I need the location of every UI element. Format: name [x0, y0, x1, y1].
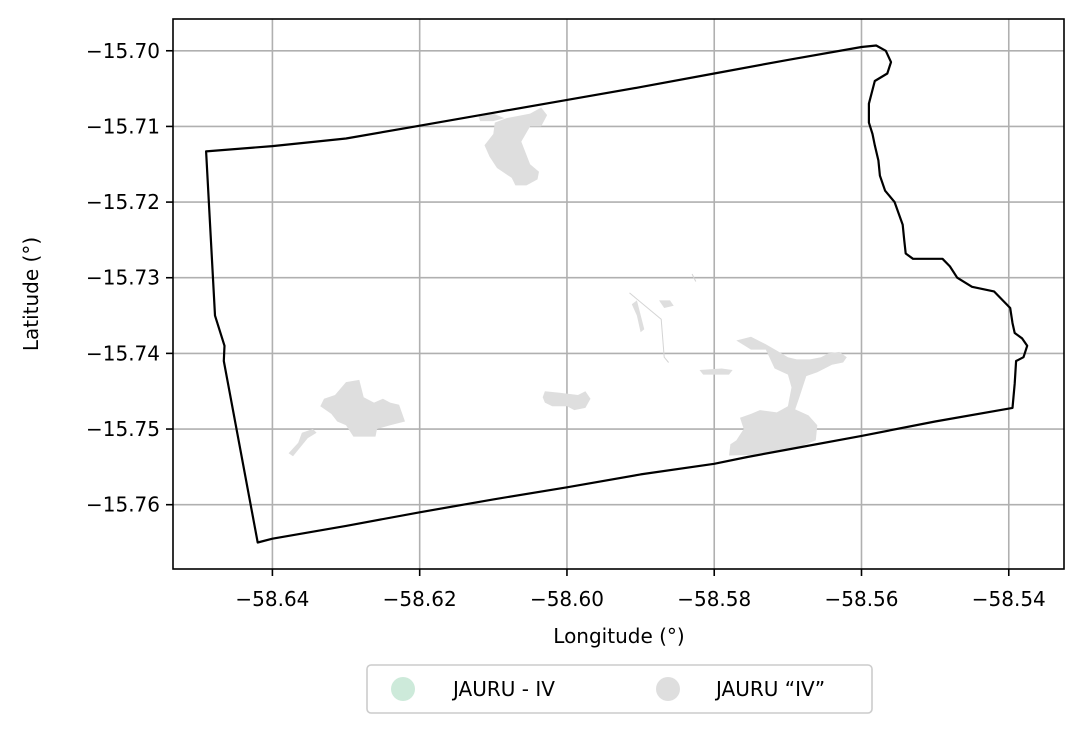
legend-frame: [366, 664, 873, 714]
legend: JAURU - IV JAURU “IV”: [366, 664, 873, 714]
x-tick-label: −58.56: [824, 587, 898, 611]
x-tick-label: −58.60: [530, 587, 604, 611]
legend-label: JAURU - IV: [451, 677, 555, 701]
x-tick-label: −58.54: [972, 587, 1046, 611]
parcel-polygon: [320, 379, 405, 437]
y-axis-label: Latitude (°): [19, 237, 43, 351]
ditch-line: [629, 292, 669, 363]
x-tick-label: −58.64: [235, 587, 309, 611]
x-tick-label: −58.62: [383, 587, 457, 611]
x-tick-label: −58.58: [677, 587, 751, 611]
legend-marker: [656, 677, 680, 701]
x-axis-ticks: −58.64 −58.62 −58.60 −58.58 −58.56 −58.54: [235, 569, 1046, 611]
y-axis-ticks: −15.70 −15.71 −15.72 −15.73 −15.74 −15.75 −15.…: [86, 39, 173, 517]
y-tick-label: −15.71: [86, 114, 160, 138]
plot-frame: [172, 18, 1065, 570]
legend-marker: [391, 677, 415, 701]
ditch-line: [691, 273, 697, 282]
legend-label: JAURU “IV”: [714, 677, 825, 701]
y-tick-label: −15.72: [86, 190, 160, 214]
parcel-polygon: [659, 300, 674, 308]
parcel-polygon: [478, 113, 505, 122]
y-tick-label: −15.76: [86, 493, 160, 517]
ditch-layer: [629, 273, 697, 363]
parcel-polygon: [288, 429, 317, 457]
x-axis-label: Longitude (°): [553, 624, 684, 648]
parcel-polygon: [729, 336, 847, 456]
y-tick-label: −15.75: [86, 417, 160, 441]
parcel-polygon: [631, 300, 645, 333]
grid-lines: [173, 19, 1064, 569]
parcel-polygon: [542, 391, 591, 411]
parcel-polygon: [484, 107, 548, 186]
y-tick-label: −15.73: [86, 266, 160, 290]
y-tick-label: −15.70: [86, 39, 160, 63]
y-tick-label: −15.74: [86, 341, 160, 365]
parcel-polygon: [699, 368, 733, 375]
parcel-layer: [288, 107, 847, 457]
property-boundary: [205, 44, 1029, 544]
